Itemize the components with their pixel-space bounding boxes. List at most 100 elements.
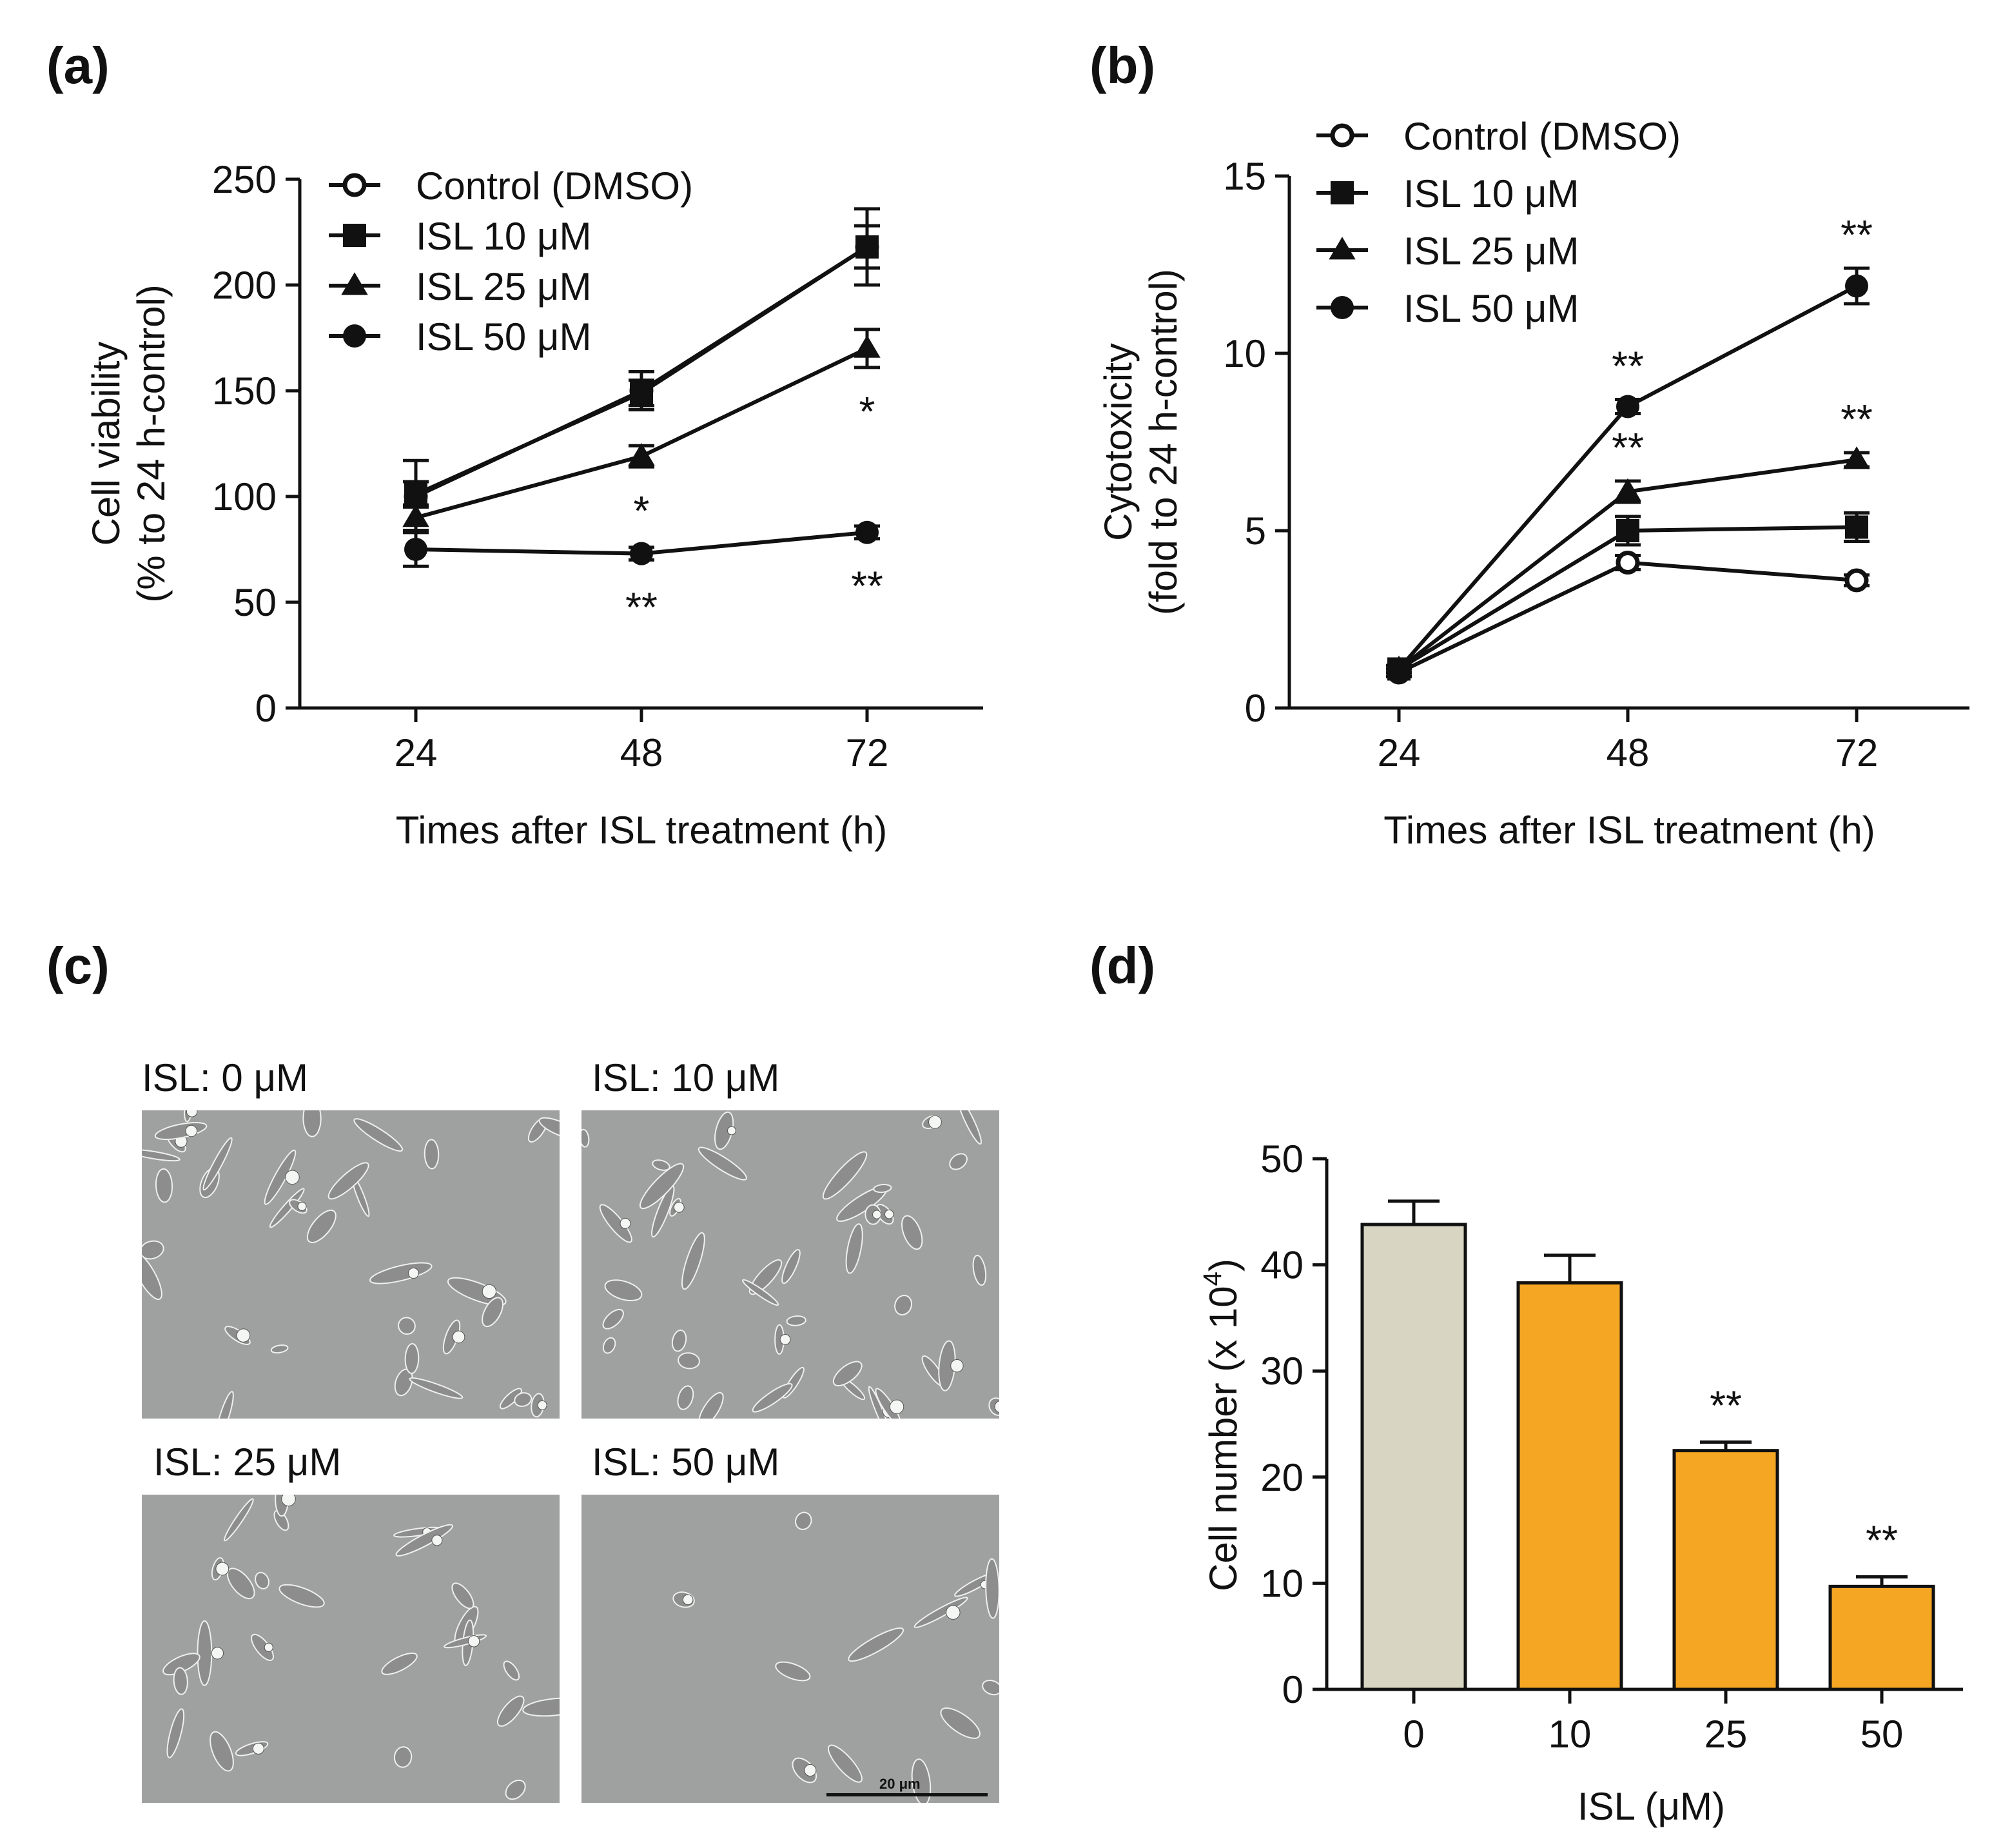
cell bbox=[786, 1315, 806, 1326]
micrograph-title-10: ISL: 10 μM bbox=[592, 1056, 780, 1099]
micrograph-title-25: ISL: 25 μM bbox=[153, 1440, 342, 1484]
cell bbox=[781, 1249, 801, 1284]
data-point bbox=[1616, 395, 1639, 418]
cell bbox=[742, 1279, 779, 1306]
cell bbox=[913, 1597, 968, 1628]
bar-50 bbox=[1828, 1584, 1935, 1691]
cell bbox=[671, 1330, 687, 1352]
chart-b: 0 5 10 15 24 48 72 Times after ISL treatment (h… bbox=[1097, 115, 1969, 852]
legend-label: ISL 10 μM bbox=[416, 215, 591, 258]
scale-bar-label: 20 μm bbox=[879, 1776, 921, 1792]
legend-marker bbox=[1329, 237, 1356, 260]
legend-label: ISL 50 μM bbox=[1403, 287, 1579, 330]
cell bbox=[652, 1159, 670, 1171]
legend-marker bbox=[341, 272, 368, 295]
series-3 bbox=[1386, 266, 1870, 681]
legend-marker bbox=[343, 324, 366, 348]
cell bbox=[451, 1582, 474, 1609]
cell bbox=[827, 1744, 863, 1783]
micrograph-isl-0 bbox=[142, 1110, 560, 1419]
cell bbox=[398, 1317, 416, 1335]
rounded-cell bbox=[467, 1635, 480, 1647]
cell bbox=[949, 1153, 968, 1170]
legend-marker bbox=[342, 173, 367, 197]
rounded-cell bbox=[884, 1209, 894, 1219]
cell bbox=[985, 1558, 999, 1619]
cell bbox=[270, 1344, 289, 1354]
rounded-cell bbox=[185, 1125, 198, 1137]
y-axis-title: (% to 24 h-control) bbox=[130, 284, 173, 603]
rounded-cell bbox=[236, 1328, 251, 1342]
cell bbox=[273, 1509, 289, 1531]
cell bbox=[215, 1391, 234, 1419]
cell bbox=[848, 1627, 904, 1662]
panel-label-d: (d) bbox=[1089, 937, 1156, 994]
legend-label: ISL 10 μM bbox=[1403, 172, 1579, 215]
cell bbox=[599, 1204, 632, 1243]
cell bbox=[173, 1667, 188, 1695]
y-axis-title-text: Cell number (x 10 bbox=[1202, 1286, 1245, 1591]
y-tick-label: 10 bbox=[1260, 1562, 1304, 1605]
rounded-cell bbox=[946, 1605, 961, 1620]
cell bbox=[381, 1652, 418, 1675]
data-point bbox=[402, 504, 429, 527]
cell bbox=[873, 1184, 892, 1194]
x-tick-label: 72 bbox=[846, 731, 889, 774]
rounded-cell bbox=[264, 1642, 273, 1652]
data-point bbox=[1845, 274, 1868, 298]
cell bbox=[278, 1584, 325, 1608]
cell bbox=[142, 1251, 162, 1301]
rounded-cell bbox=[215, 1562, 230, 1576]
cell bbox=[677, 1385, 694, 1410]
legend-marker bbox=[343, 224, 366, 247]
rounded-cell bbox=[452, 1330, 465, 1344]
cell bbox=[982, 1680, 999, 1696]
cell bbox=[748, 1259, 783, 1295]
cell bbox=[255, 1571, 269, 1589]
rounded-cell bbox=[950, 1359, 964, 1373]
cell bbox=[602, 1308, 624, 1330]
cell bbox=[894, 1295, 913, 1316]
cell bbox=[698, 1391, 724, 1419]
y-tick-label: 30 bbox=[1260, 1350, 1304, 1393]
significance-star: ** bbox=[1841, 396, 1873, 442]
rounded-cell bbox=[407, 1268, 419, 1279]
x-axis-title: ISL (μM) bbox=[1577, 1785, 1725, 1828]
micrograph-isl-50: 20 μm bbox=[581, 1495, 999, 1803]
cell bbox=[155, 1168, 173, 1203]
cell bbox=[395, 1524, 453, 1557]
data-point bbox=[855, 520, 879, 544]
legend-label: ISL 50 μM bbox=[416, 315, 591, 359]
cell bbox=[822, 1151, 868, 1200]
data-point bbox=[1614, 478, 1641, 501]
y-tick-label: 100 bbox=[212, 475, 277, 518]
y-axis-title-end: ) bbox=[1202, 1259, 1245, 1272]
cell bbox=[639, 1163, 685, 1210]
x-tick-label: 48 bbox=[1607, 731, 1650, 774]
series-2 bbox=[402, 328, 881, 532]
cell bbox=[868, 1386, 890, 1419]
cell bbox=[775, 1661, 811, 1682]
y-tick-label: 20 bbox=[1260, 1456, 1304, 1499]
data-point bbox=[1845, 515, 1868, 539]
x-tick-label: 48 bbox=[620, 731, 663, 774]
rounded-cell bbox=[482, 1284, 497, 1299]
y-tick-label: 150 bbox=[212, 369, 277, 413]
data-point bbox=[628, 442, 655, 466]
cell bbox=[327, 1162, 369, 1200]
cell bbox=[142, 1240, 164, 1260]
rounded-cell bbox=[727, 1126, 736, 1135]
rounded-cell bbox=[252, 1742, 264, 1755]
rounded-cell bbox=[211, 1647, 224, 1660]
cell bbox=[678, 1352, 700, 1370]
rounded-cell bbox=[872, 1210, 882, 1219]
cell bbox=[224, 1498, 254, 1542]
significance-star: ** bbox=[1612, 424, 1644, 471]
cell bbox=[752, 1382, 793, 1413]
cell bbox=[604, 1279, 643, 1301]
x-tick-label: 50 bbox=[1861, 1713, 1904, 1756]
series-0 bbox=[1386, 551, 1870, 685]
data-point bbox=[1616, 551, 1640, 575]
rounded-cell bbox=[994, 1401, 999, 1413]
data-point bbox=[1387, 657, 1411, 681]
